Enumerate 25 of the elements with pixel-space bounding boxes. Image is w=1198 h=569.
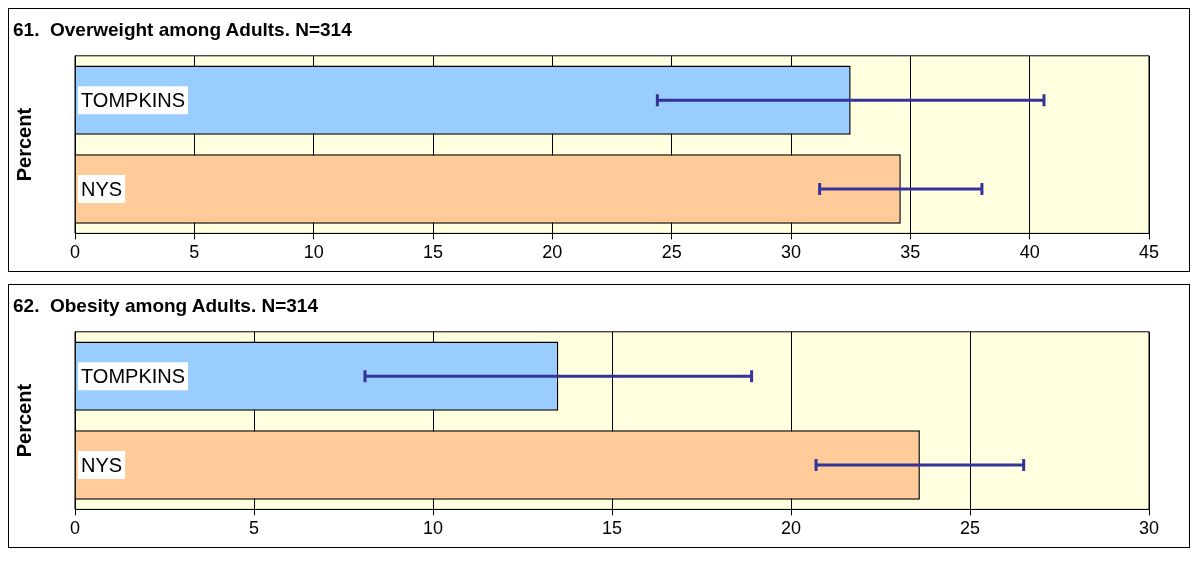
y-tick-label: TOMPKINS (81, 364, 186, 387)
x-tick-label: 10 (422, 518, 444, 539)
y-tick-label: TOMPKINS (81, 88, 186, 111)
x-tick-label: 20 (542, 242, 563, 263)
x-tick-label: 45 (1138, 242, 1160, 263)
x-tick-label: 25 (661, 242, 682, 263)
x-tick-label: 25 (959, 518, 981, 539)
x-tick-label: 35 (900, 242, 921, 263)
chart-title: 62. Obesity among Adults. N=314 (13, 294, 319, 316)
x-tick-label: 5 (189, 242, 200, 263)
x-tick-label: 15 (422, 242, 444, 263)
x-tick-label: 30 (780, 242, 802, 263)
x-tick-label: 5 (248, 518, 260, 539)
x-tick-label: 20 (780, 518, 802, 539)
x-tick-label: 0 (69, 518, 81, 539)
chart-title: 61. Overweight among Adults. N=314 (13, 18, 353, 40)
x-tick-label: 0 (69, 242, 81, 263)
x-tick-label: 15 (601, 518, 623, 539)
y-tick-label: NYS (81, 177, 123, 200)
y-tick-label: NYS (81, 453, 123, 476)
x-tick-label: 40 (1019, 242, 1040, 263)
x-tick-label: 30 (1138, 518, 1160, 539)
y-axis-title: Percent (12, 383, 35, 458)
y-axis-title: Percent (12, 107, 35, 182)
x-tick-label: 10 (303, 242, 324, 263)
